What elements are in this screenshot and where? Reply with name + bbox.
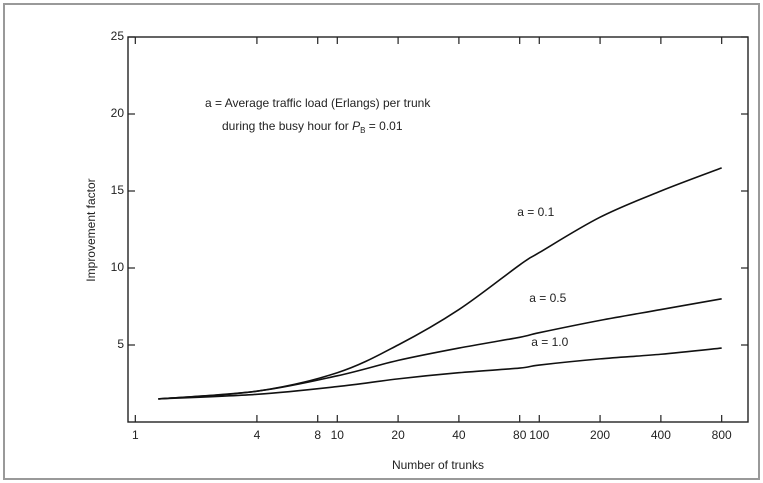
x-tick-label: 10 <box>331 428 345 442</box>
x-tick-label: 200 <box>590 428 610 442</box>
series-label: a = 1.0 <box>531 335 568 349</box>
annotation-value: = 0.01 <box>369 119 403 133</box>
x-axis-label: Number of trunks <box>392 458 484 472</box>
series-label: a = 0.5 <box>529 291 566 305</box>
x-tick-label: 1 <box>132 428 139 442</box>
annotation-line2: during the busy hour for PB = 0.01 <box>222 119 403 137</box>
x-tick-label: 20 <box>391 428 405 442</box>
y-tick-label: 5 <box>117 337 124 351</box>
series-label: a = 0.1 <box>517 205 554 219</box>
x-tick-label: 40 <box>452 428 466 442</box>
y-tick-label: 20 <box>111 106 125 120</box>
x-tick-label: 8 <box>314 428 321 442</box>
y-axis-label: Improvement factor <box>84 178 98 281</box>
annotation-symbol: P <box>352 119 360 133</box>
annotation-text: during the busy hour for <box>222 119 349 133</box>
series-line <box>158 347 722 400</box>
y-tick-label: 10 <box>111 260 125 274</box>
x-tick-label: 400 <box>651 428 671 442</box>
series-line <box>158 298 722 400</box>
annotation-line1: a = Average traffic load (Erlangs) per t… <box>205 96 431 110</box>
frame <box>3 3 760 480</box>
plot-frame <box>127 36 749 423</box>
annotation-subscript: B <box>360 126 365 135</box>
y-tick-label: 15 <box>111 183 125 197</box>
x-tick-label: 800 <box>712 428 732 442</box>
x-tick-label: 100 <box>529 428 549 442</box>
y-tick-label: 25 <box>111 29 125 43</box>
x-tick-label: 80 <box>513 428 527 442</box>
x-tick-label: 4 <box>254 428 261 442</box>
